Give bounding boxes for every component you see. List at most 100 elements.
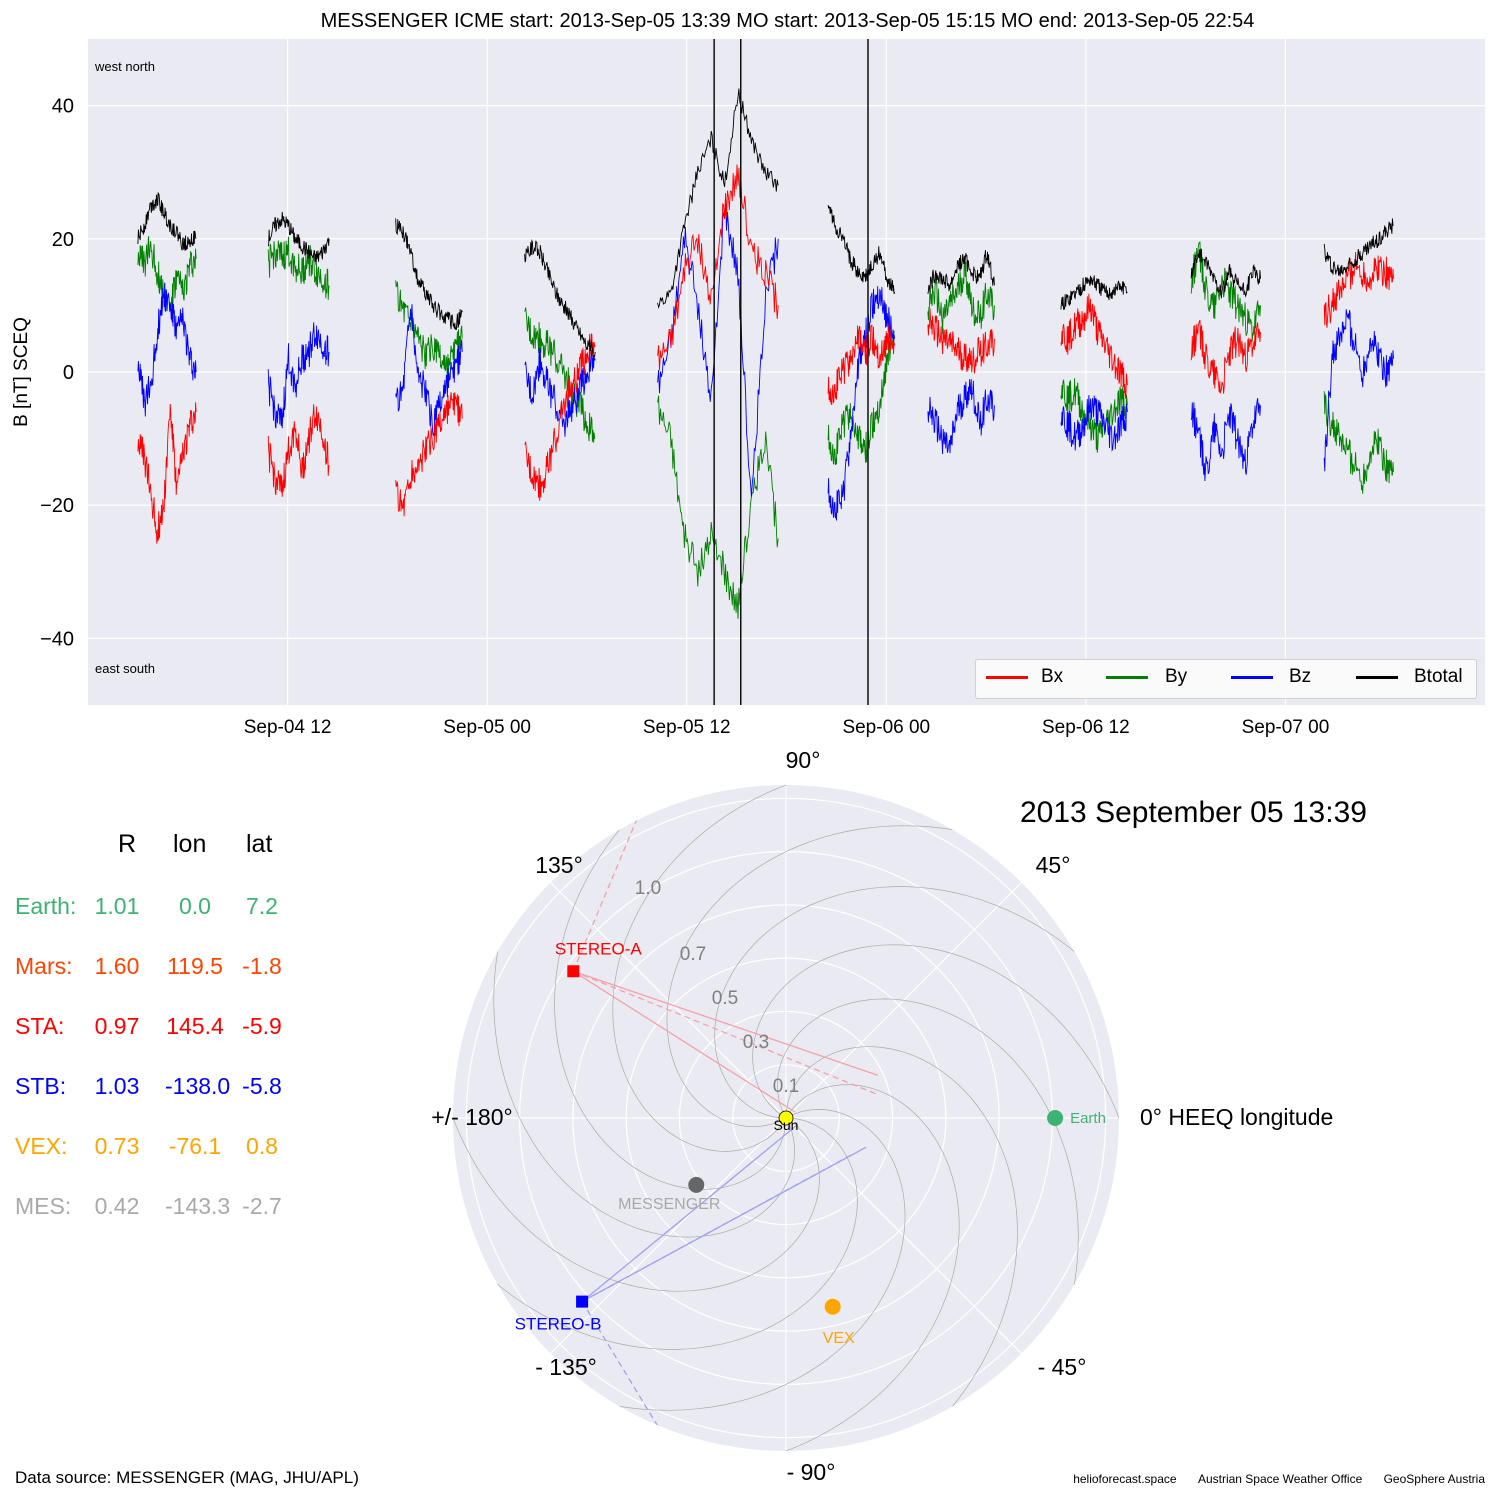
messenger-marker [688, 1176, 705, 1193]
legend-line-bz [1231, 676, 1273, 679]
series-btotal-segment [524, 239, 596, 359]
sun-label: Sun [774, 1117, 799, 1133]
table-cell-name: Mars: [15, 953, 73, 979]
parker-spiral [453, 1047, 858, 1350]
radial-gridline [732, 1064, 840, 1172]
parker-spiral [554, 785, 857, 1190]
x-tick-label: Sep-06 12 [1042, 717, 1130, 738]
credit-geosphere: GeoSphere Austria [1383, 1472, 1485, 1486]
table-cell-r: 0.97 [94, 1013, 140, 1039]
series-bz-segment [1190, 398, 1261, 482]
radial-gridline [518, 850, 1053, 1385]
radius-tick-label: 0.3 [743, 1032, 769, 1053]
series-btotal-segment [1060, 275, 1128, 311]
x-tick-label: Sep-05 00 [443, 717, 531, 738]
stereo-a-fov-line [573, 970, 878, 1076]
table-cell-lat: -5.9 [242, 1013, 282, 1039]
radius-tick-label: 1.0 [635, 878, 661, 899]
y-tick-label: −20 [40, 495, 74, 517]
series-by-segment [1323, 391, 1394, 494]
series-bx-segment [267, 404, 330, 497]
angle-label: 135° [535, 852, 583, 878]
radial-gridline [678, 1010, 894, 1226]
parker-spiral [714, 886, 1119, 1189]
series-by-segment [927, 257, 995, 335]
table-cell-r: 1.60 [94, 953, 140, 979]
timeseries-plot: Sep-04 12 Sep-05 00 Sep-05 12 Sep-06 00 Sep-… [11, 39, 1485, 738]
table-cell-name: STA: [15, 1013, 65, 1039]
earth-marker [1047, 1110, 1064, 1126]
angle-label: - 135° [535, 1354, 597, 1380]
series-bx-segment [1060, 293, 1128, 399]
series-btotal-segment [927, 249, 995, 294]
stereo-a-fov-line [572, 785, 660, 972]
table-cell-name: VEX: [15, 1133, 68, 1159]
stereo-a-fov-line [572, 970, 796, 1113]
stereo-b-fov-line [581, 1154, 851, 1303]
table-cell-lat: -5.8 [242, 1073, 282, 1099]
x-tick-label: Sep-04 12 [244, 717, 332, 738]
table-cell-name: Earth: [15, 893, 77, 919]
parker-spiral [517, 1084, 960, 1451]
radius-tick-label: 0.1 [773, 1076, 799, 1097]
table-cell-lon: -143.3 [165, 1193, 231, 1219]
table-cell-lon: 119.5 [167, 953, 223, 979]
y-tick-label: 0 [63, 362, 74, 384]
series-by-segment [1190, 241, 1261, 342]
vex-label: VEX [823, 1330, 855, 1347]
series-bx-segment [524, 333, 596, 501]
chart-title: MESSENGER ICME start: 2013-Sep-05 13:39 … [320, 10, 1255, 32]
parker-spiral [453, 1109, 906, 1411]
legend-label-by: By [1165, 666, 1188, 687]
legend: Bx By Bz Btotal [975, 659, 1477, 699]
series-by-segment [657, 395, 779, 619]
stereo-b-fov-line [581, 1146, 867, 1303]
series-btotal-segment [267, 211, 330, 266]
legend-line-btotal [1356, 676, 1398, 679]
series-btotal-segment [395, 218, 463, 331]
table-header-r: R [118, 830, 137, 858]
table-header-lat: lat [246, 830, 273, 858]
table-cell-name: MES: [15, 1193, 72, 1219]
series-bx-segment [827, 324, 896, 406]
series-btotal-segment [657, 88, 779, 309]
parker-spiral [752, 944, 1119, 1387]
parker-spiral [715, 1046, 1018, 1451]
series-bx-segment [395, 392, 463, 517]
series-btotal-segment [827, 205, 896, 295]
y-axis-label: B [nT] SCEQ [11, 317, 32, 427]
credit-helioforecast: helioforecast.space [1073, 1472, 1177, 1486]
credits: helioforecast.space Austrian Space Weath… [1055, 1472, 1485, 1486]
legend-line-by [1106, 676, 1148, 679]
angular-gridline [550, 1117, 787, 1354]
series-bz-segment [395, 304, 463, 437]
series-bx-segment [137, 402, 197, 544]
corner-label-top: west north [94, 59, 155, 74]
date-title: 2013 September 05 13:39 [1020, 796, 1367, 829]
table-cell-r: 0.42 [94, 1193, 140, 1219]
series-bz-segment [137, 282, 197, 417]
legend-label-bz: Bz [1289, 666, 1312, 687]
table-cell-lat: -1.8 [242, 953, 282, 979]
angular-gridline [785, 882, 1022, 1119]
radial-gridline [625, 957, 947, 1279]
legend-label-btotal: Btotal [1414, 666, 1463, 687]
series-bx-segment [927, 308, 995, 374]
series-bx-segment [1190, 319, 1261, 394]
data-source: Data source: MESSENGER (MAG, JHU/APL) [15, 1468, 359, 1487]
angle-label: 0° HEEQ longitude [1140, 1104, 1333, 1130]
series-bx-segment [1323, 251, 1394, 328]
parker-spiral [777, 998, 1079, 1451]
angle-label: - 90° [787, 1459, 836, 1485]
corner-label-bottom: east south [95, 661, 155, 676]
x-tick-label: Sep-06 00 [842, 717, 930, 738]
table-cell-r: 1.01 [94, 893, 140, 919]
radial-gridline [465, 797, 1107, 1439]
parker-spiral [666, 825, 1119, 1127]
stereo-a-marker [567, 965, 580, 978]
series-btotal-segment [137, 191, 197, 251]
stereo-a-label: STEREO-A [555, 939, 643, 958]
radius-tick-label: 0.7 [680, 944, 706, 965]
table-cell-r: 1.03 [94, 1073, 140, 1099]
table-cell-lon: -138.0 [165, 1073, 231, 1099]
